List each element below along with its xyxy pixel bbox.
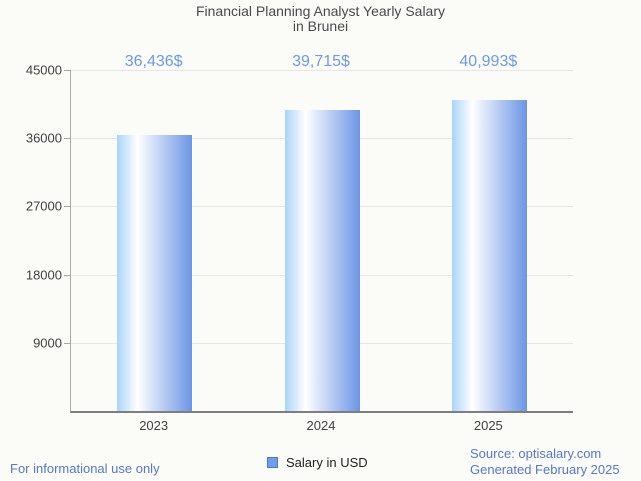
y-axis-tick xyxy=(64,342,70,344)
bar-2024[interactable] xyxy=(284,110,360,411)
value-annotation: 40,993$ xyxy=(459,53,518,70)
value-annotation: 39,715$ xyxy=(292,53,350,70)
legend-label: Salary in USD xyxy=(286,455,368,470)
x-axis-label-2023: 2023 xyxy=(139,418,169,433)
y-axis-label: 27000 xyxy=(25,198,62,214)
bar-2023[interactable] xyxy=(117,134,193,411)
y-axis-tick xyxy=(64,206,70,208)
disclaimer-text: For informational use only xyxy=(10,461,160,476)
plot-area xyxy=(64,70,573,413)
x-axis-label-2024: 2024 xyxy=(306,418,336,433)
y-axis-label: 45000 xyxy=(25,62,62,78)
bar-2025[interactable] xyxy=(451,100,527,411)
value-annotation: 36,436$ xyxy=(124,53,183,70)
y-axis-tick xyxy=(64,138,70,140)
chart-title-line2: in Brunei xyxy=(292,18,349,34)
y-axis-label: 18000 xyxy=(25,267,62,283)
y-axis-tick xyxy=(64,70,70,71)
y-axis-labels: 9000 18000 27000 36000 45000 xyxy=(0,63,62,411)
source-info: Source: optisalary.com Generated Februar… xyxy=(470,446,620,478)
legend-swatch-icon xyxy=(267,457,278,468)
grid-line xyxy=(71,70,573,71)
legend: Salary in USD xyxy=(267,455,368,470)
y-axis-label: 9000 xyxy=(33,335,62,351)
y-axis-label: 36000 xyxy=(25,130,62,146)
source-link[interactable]: Source: optisalary.com xyxy=(470,446,602,461)
chart-title: Financial Planning Analyst Yearly Salary… xyxy=(0,4,641,34)
x-axis-label-2025: 2025 xyxy=(473,418,503,433)
generated-date: Generated February 2025 xyxy=(470,462,620,477)
y-axis-tick xyxy=(64,274,70,276)
chart-title-line1: Financial Planning Analyst Yearly Salary xyxy=(195,3,446,19)
